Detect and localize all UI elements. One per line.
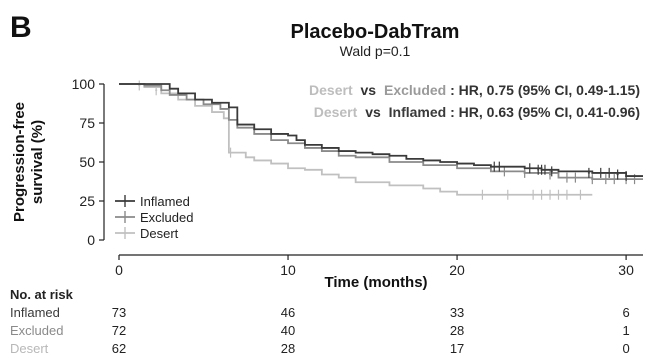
legend-label-excluded: Excluded [140,210,193,225]
risk-count-desert: 62 [111,341,127,356]
y-tick-label: 100 [72,76,96,92]
censor-mark-inflamed [599,167,602,178]
risk-row-label-inflamed: Inflamed [10,305,60,320]
annotation-1-group-b: Excluded [384,82,446,98]
x-tick-label: 0 [115,262,123,278]
censor-mark-desert [579,189,582,200]
annotation-2-group-a: Desert [314,104,358,120]
series-line-inflamed [119,83,643,177]
annotation-2-group-b: Inflamed [389,104,447,120]
series-line-desert [119,83,593,196]
censor-mark-inflamed [498,161,501,172]
y-axis-label-line1: Progression-free [11,102,28,222]
risk-count-inflamed: 6 [622,305,630,320]
censor-mark-inflamed [493,161,496,172]
series-line-excluded [119,83,643,181]
censor-mark-inflamed [550,166,553,177]
x-tick-label: 10 [280,262,296,278]
plot-area [119,80,643,200]
censor-mark-excluded [604,174,607,185]
censor-mark-inflamed [608,167,611,178]
censor-mark-desert [506,189,509,200]
censor-mark-desert [540,189,543,200]
risk-count-desert: 17 [449,341,465,356]
censor-mark-excluded [591,174,594,185]
risk-count-excluded: 40 [280,323,296,338]
y-tick-label: 0 [87,232,95,248]
annotation-1-vs: vs [361,82,377,98]
censor-mark-inflamed [625,171,628,182]
censor-mark-desert [532,189,535,200]
censor-mark-excluded [549,169,552,180]
risk-count-desert: 28 [280,341,296,356]
annotation-1-group-a: Desert [309,82,353,98]
censor-mark-inflamed [537,164,540,175]
risk-table-title: No. at risk [10,287,73,302]
risk-count-excluded: 28 [449,323,465,338]
censor-mark-inflamed [543,164,546,175]
risk-count-inflamed: 73 [111,305,127,320]
annotation-1: Desert vs Excluded : HR, 0.75 (95% CI, 0… [309,82,640,98]
risk-count-inflamed: 33 [449,305,465,320]
censor-mark-desert [138,80,141,91]
y-axis-label-line2: survival (%) [29,120,46,204]
censor-mark-inflamed [587,167,590,178]
chart-title: Placebo-DabTram [291,21,460,43]
y-tick-label: 75 [79,115,95,131]
censor-mark-desert [557,189,560,200]
risk-count-excluded: 1 [622,323,630,338]
x-tick-label: 30 [618,262,634,278]
annotation-2: Desert vs Inflamed : HR, 0.63 (95% CI, 0… [314,104,640,120]
y-tick-label: 50 [79,154,95,170]
censor-mark-excluded [565,172,568,183]
risk-row-label-desert: Desert [10,341,49,356]
censor-mark-excluded [523,167,526,178]
annotation-2-text: : HR, 0.63 (95% CI, 0.41-0.96) [450,104,640,120]
panel-label: B [10,11,32,44]
risk-count-desert: 0 [622,341,630,356]
censor-mark-inflamed [528,163,531,174]
annotation-2-vs: vs [365,104,381,120]
y-axis-label: Progression-free survival (%) [11,102,46,222]
x-tick-label: 20 [449,262,465,278]
risk-row-label-excluded: Excluded [10,323,64,338]
censor-mark-excluded [613,174,616,185]
censor-mark-desert [565,189,568,200]
x-axis-label: Time (months) [324,274,427,291]
legend-label-desert: Desert [140,226,179,241]
risk-count-excluded: 72 [111,323,127,338]
legend-label-inflamed: Inflamed [140,194,190,209]
annotation-1-text: : HR, 0.75 (95% CI, 0.49-1.15) [450,82,640,98]
censor-mark-desert [229,147,232,158]
censor-mark-inflamed [540,164,543,175]
risk-count-inflamed: 46 [280,305,296,320]
censor-mark-excluded [503,166,506,177]
censor-mark-desert [549,189,552,200]
censor-mark-desert [481,189,484,200]
y-tick-label: 25 [79,193,95,209]
censor-mark-desert [155,85,158,96]
censor-mark-inflamed [616,169,619,180]
chart-subtitle: Wald p=0.1 [340,43,411,59]
censor-mark-excluded [574,172,577,183]
axes: 0 25 50 75 100 0 10 20 30 [72,76,643,278]
